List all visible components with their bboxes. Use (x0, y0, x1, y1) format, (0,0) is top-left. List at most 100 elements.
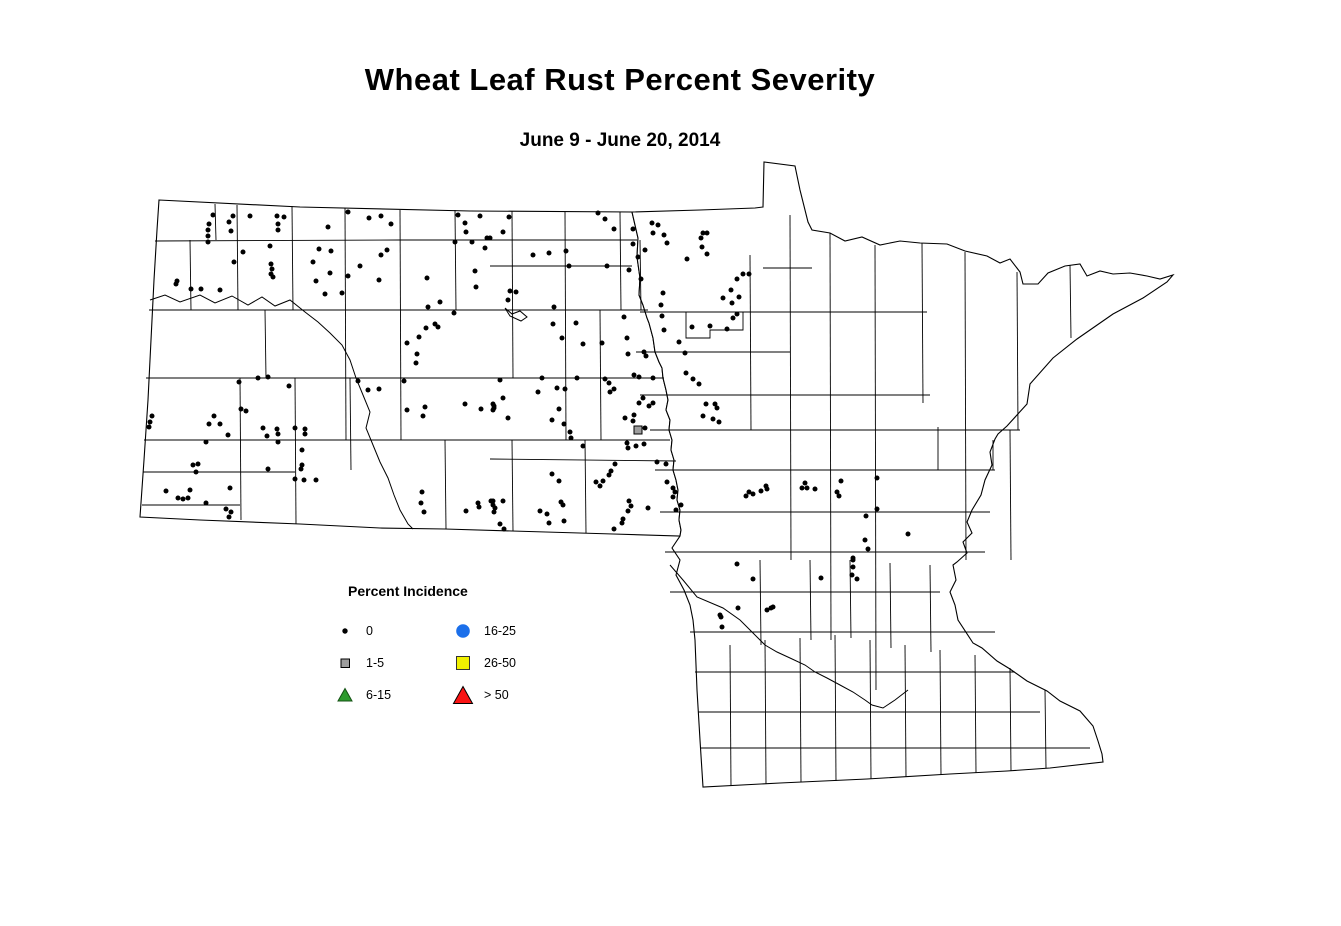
survey-point-0 (173, 281, 179, 287)
legend-grid: 0 16-25 1-5 26-50 (332, 615, 612, 711)
survey-point-0 (267, 243, 273, 249)
survey-point-0 (462, 401, 468, 407)
survey-point-0 (357, 263, 363, 269)
survey-point-0 (313, 477, 319, 483)
survey-point-0 (203, 500, 209, 506)
county-line (294, 377, 297, 525)
survey-point-0 (302, 426, 308, 432)
survey-point-0 (238, 406, 244, 412)
survey-point-0 (611, 526, 617, 532)
survey-point-0 (345, 209, 351, 215)
survey-point-0 (689, 324, 695, 330)
survey-point-0 (699, 244, 705, 250)
survey-point-0 (490, 407, 496, 413)
survey-point-0 (462, 220, 468, 226)
survey-point-0 (719, 624, 725, 630)
survey-point-0 (645, 505, 651, 511)
survey-point-0 (710, 416, 716, 422)
county-line (489, 458, 677, 462)
survey-point-0 (217, 421, 223, 427)
survey-point-0 (862, 537, 868, 543)
survey-point-0 (606, 380, 612, 386)
survey-point-0 (626, 267, 632, 273)
survey-point-0 (175, 495, 181, 501)
county-line (584, 439, 587, 534)
survey-point-0 (750, 576, 756, 582)
survey-point-0 (642, 247, 648, 253)
county-line (349, 377, 352, 471)
legend-item-1: 1-5 (332, 651, 450, 675)
survey-point-0 (384, 247, 390, 253)
survey-point-0 (147, 419, 153, 425)
survey-point-0 (452, 239, 458, 245)
county-line (399, 209, 402, 441)
survey-point-0 (190, 462, 196, 468)
survey-point-0 (500, 395, 506, 401)
survey-point-0 (513, 289, 519, 295)
survey-point-0 (537, 508, 543, 514)
legend-item-3: 16-25 (450, 619, 590, 643)
county-line (511, 210, 514, 379)
county-line (874, 244, 877, 691)
survey-point-0 (802, 480, 808, 486)
county-line (829, 232, 832, 641)
survey-point-0 (549, 471, 555, 477)
survey-point-0 (322, 291, 328, 297)
county-line (799, 637, 802, 783)
survey-point-0 (260, 425, 266, 431)
survey-point-0 (630, 241, 636, 247)
survey-point-0 (339, 290, 345, 296)
survey-point-0 (905, 531, 911, 537)
county-line (1009, 667, 1012, 772)
survey-point-0 (187, 487, 193, 493)
survey-point-0 (580, 443, 586, 449)
survey-point-0 (676, 339, 682, 345)
river-line (504, 307, 528, 322)
county-line (749, 254, 752, 431)
page-title: Wheat Leaf Rust Percent Severity (364, 62, 876, 97)
survey-point-0 (205, 227, 211, 233)
survey-point-0 (378, 213, 384, 219)
survey-point-0 (376, 277, 382, 283)
survey-point-0 (574, 375, 580, 381)
survey-point-0 (365, 387, 371, 393)
survey-point-0 (612, 461, 618, 467)
legend-item-0: 0 (332, 619, 450, 643)
survey-point-0 (223, 506, 229, 512)
survey-point-0 (646, 403, 652, 409)
survey-point-0 (355, 378, 361, 384)
county-line (729, 644, 732, 787)
survey-point-0 (750, 491, 756, 497)
black-dot-icon (332, 619, 358, 643)
survey-point-0 (633, 443, 639, 449)
survey-point-0 (735, 605, 741, 611)
survey-point-0 (149, 413, 155, 419)
survey-point-0 (451, 310, 457, 316)
survey-point-0 (463, 229, 469, 235)
survey-point-0 (491, 509, 497, 515)
survey-point-0 (595, 210, 601, 216)
legend-item-5: > 50 (450, 683, 590, 707)
survey-point-0 (413, 360, 419, 366)
survey-point-0 (638, 276, 644, 282)
legend-label: 0 (366, 624, 373, 638)
county-line (1069, 264, 1072, 339)
survey-point-0 (573, 320, 579, 326)
county-line (599, 309, 602, 441)
survey-point-0 (608, 468, 614, 474)
survey-point-0 (422, 404, 428, 410)
survey-point-0 (625, 351, 631, 357)
survey-point-0 (473, 284, 479, 290)
survey-point-0 (205, 233, 211, 239)
survey-point-0 (636, 400, 642, 406)
survey-point-0 (286, 383, 292, 389)
survey-point-0 (770, 604, 776, 610)
survey-point-0 (478, 406, 484, 412)
survey-point-0 (345, 273, 351, 279)
survey-point-0 (636, 374, 642, 380)
survey-point-0 (724, 326, 730, 332)
county-line (849, 559, 852, 639)
survey-point-0 (424, 275, 430, 281)
survey-point-0 (217, 287, 223, 293)
survey-point-0 (626, 498, 632, 504)
